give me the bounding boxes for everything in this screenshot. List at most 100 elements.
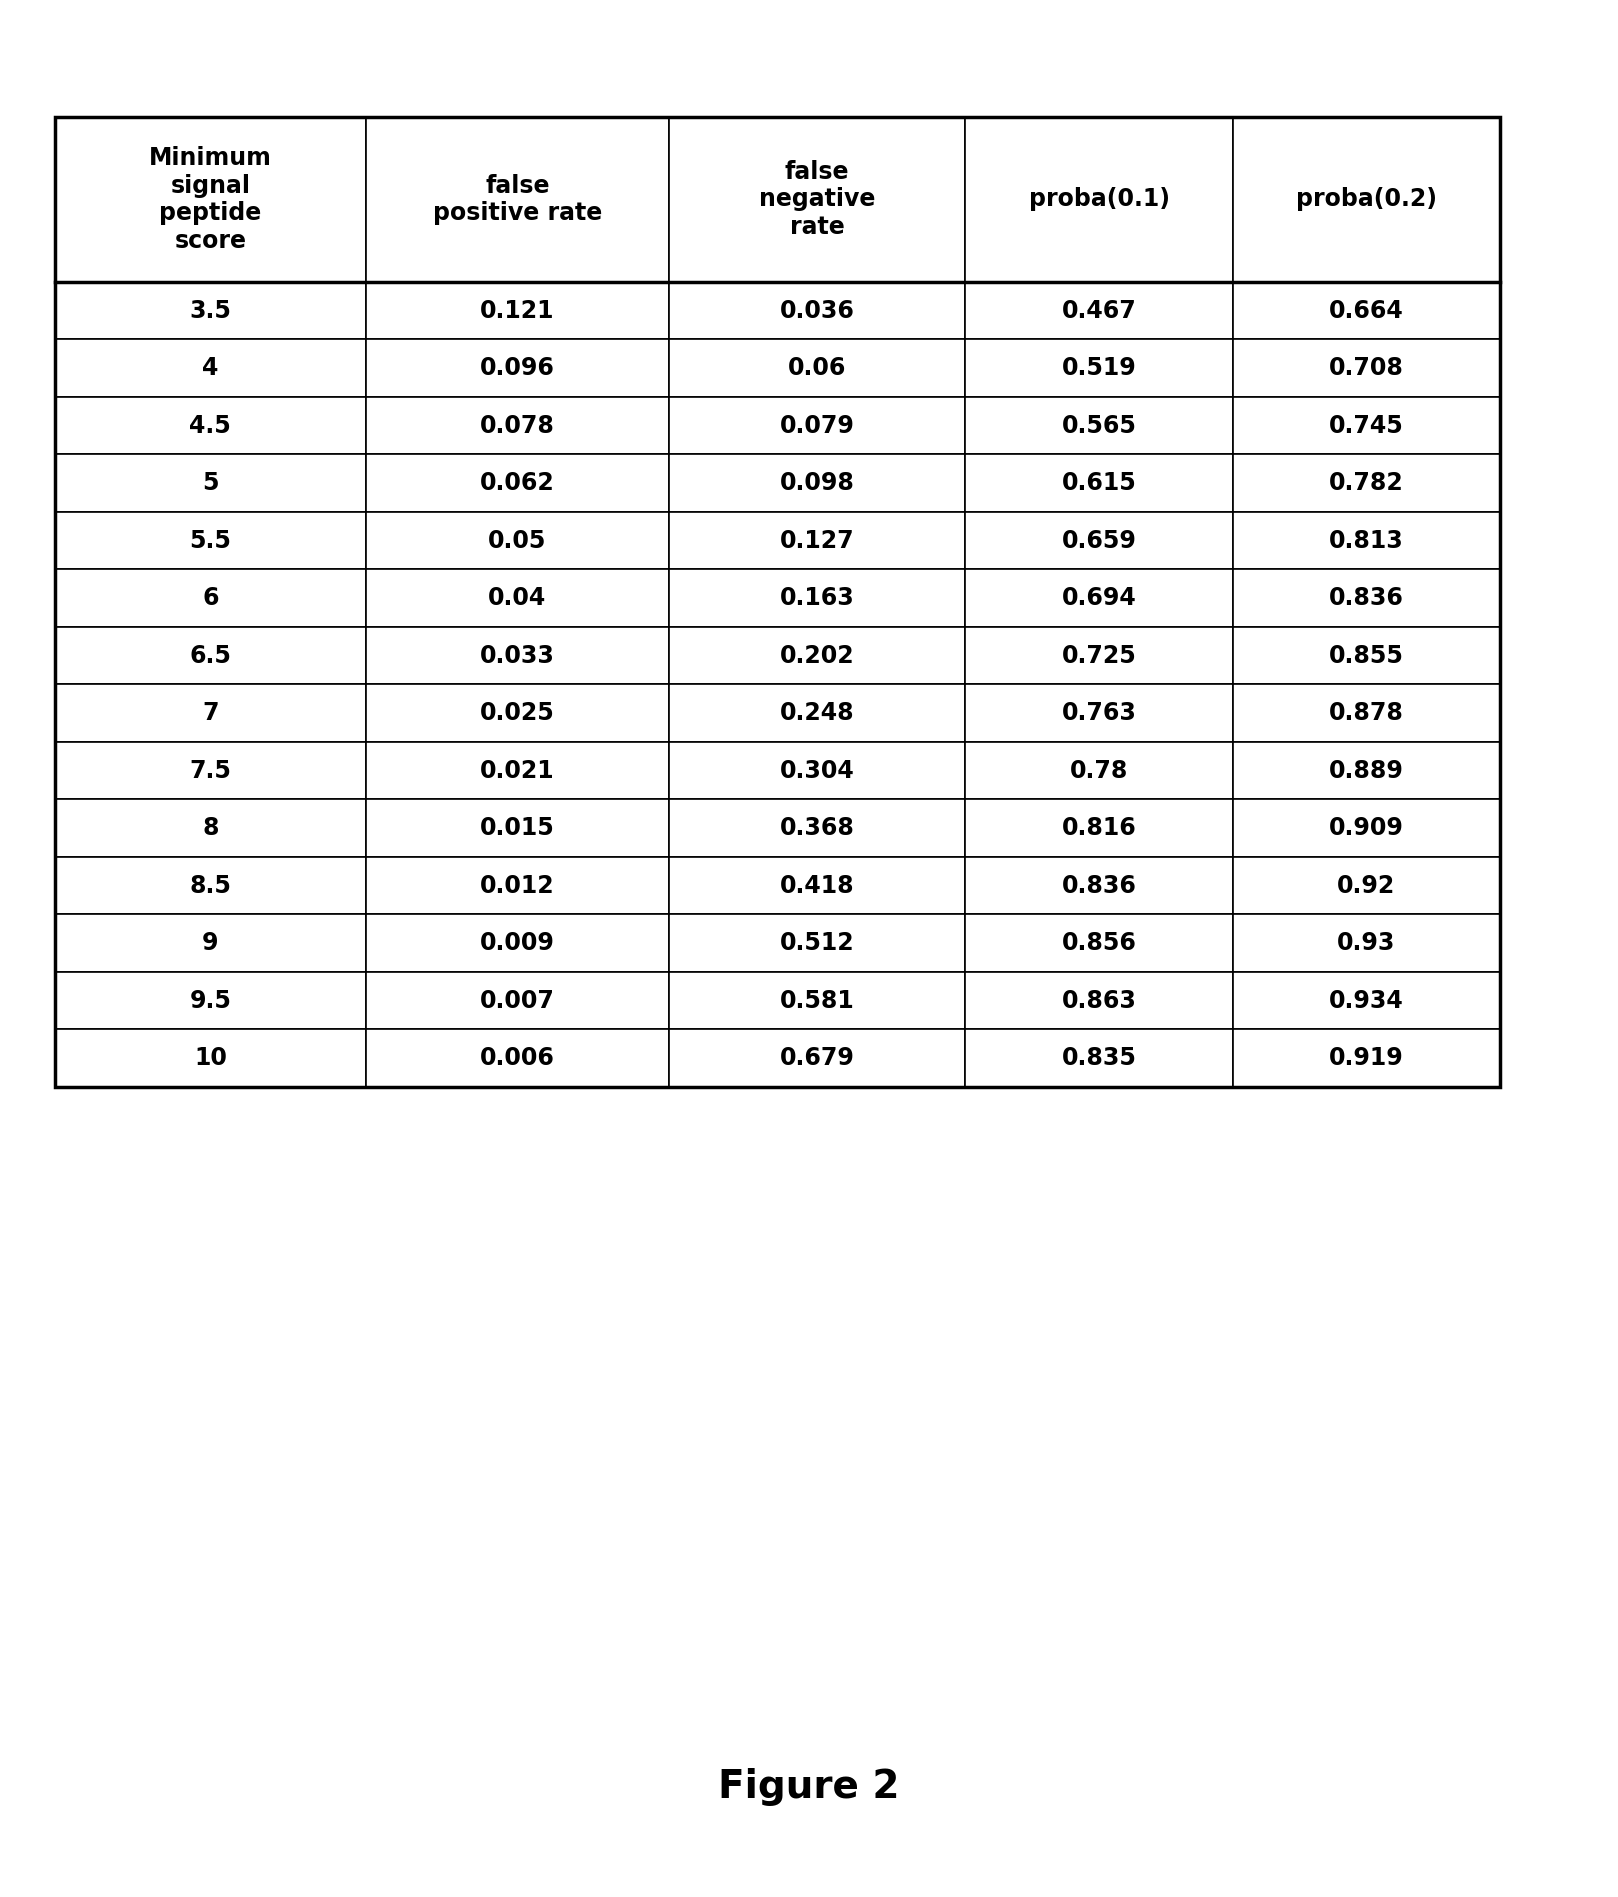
Bar bbox=[966, 455, 1233, 512]
Text: 0.92: 0.92 bbox=[1336, 875, 1395, 897]
Bar bbox=[366, 283, 670, 340]
Text: 3.5: 3.5 bbox=[189, 298, 231, 322]
Bar bbox=[366, 340, 670, 396]
Bar bbox=[55, 340, 366, 396]
Text: 0.127: 0.127 bbox=[780, 529, 854, 552]
Bar bbox=[1233, 396, 1500, 455]
Text: 0.745: 0.745 bbox=[1328, 414, 1404, 438]
Bar bbox=[55, 455, 366, 512]
Text: 0.878: 0.878 bbox=[1328, 702, 1404, 725]
Text: 0.78: 0.78 bbox=[1069, 759, 1128, 783]
Text: 10: 10 bbox=[194, 1047, 227, 1070]
Bar bbox=[966, 1030, 1233, 1087]
Text: 0.816: 0.816 bbox=[1061, 816, 1136, 840]
Text: 0.763: 0.763 bbox=[1061, 702, 1136, 725]
Bar bbox=[366, 857, 670, 914]
Bar bbox=[966, 340, 1233, 396]
Text: 5: 5 bbox=[202, 470, 218, 495]
Bar bbox=[55, 283, 366, 340]
Bar bbox=[55, 569, 366, 628]
Text: 0.934: 0.934 bbox=[1328, 988, 1404, 1013]
Text: 0.512: 0.512 bbox=[780, 931, 854, 956]
Text: 0.909: 0.909 bbox=[1328, 816, 1404, 840]
Bar bbox=[1233, 799, 1500, 857]
Text: 0.565: 0.565 bbox=[1061, 414, 1136, 438]
Bar bbox=[966, 628, 1233, 685]
Bar bbox=[55, 512, 366, 569]
Text: 0.813: 0.813 bbox=[1328, 529, 1404, 552]
Bar bbox=[1233, 971, 1500, 1030]
Bar bbox=[55, 971, 366, 1030]
Bar bbox=[1233, 569, 1500, 628]
Text: 0.121: 0.121 bbox=[481, 298, 555, 322]
Text: false
negative
rate: false negative rate bbox=[759, 159, 875, 239]
Bar bbox=[55, 799, 366, 857]
Bar bbox=[670, 455, 966, 512]
Bar bbox=[1233, 742, 1500, 799]
Bar bbox=[55, 396, 366, 455]
Text: 0.615: 0.615 bbox=[1061, 470, 1136, 495]
Text: 0.015: 0.015 bbox=[481, 816, 555, 840]
Text: 0.836: 0.836 bbox=[1328, 586, 1404, 611]
Bar bbox=[670, 685, 966, 742]
Text: 6: 6 bbox=[202, 586, 218, 611]
Text: 0.202: 0.202 bbox=[780, 643, 854, 668]
Bar bbox=[966, 685, 1233, 742]
Bar bbox=[670, 1030, 966, 1087]
Text: 0.05: 0.05 bbox=[489, 529, 547, 552]
Text: 0.93: 0.93 bbox=[1336, 931, 1395, 956]
Text: 7: 7 bbox=[202, 702, 218, 725]
Text: 0.782: 0.782 bbox=[1328, 470, 1404, 495]
Bar bbox=[55, 628, 366, 685]
Text: 0.519: 0.519 bbox=[1061, 357, 1136, 379]
Text: Minimum
signal
peptide
score: Minimum signal peptide score bbox=[149, 146, 272, 252]
Text: 0.418: 0.418 bbox=[780, 875, 854, 897]
Text: 4: 4 bbox=[202, 357, 218, 379]
Bar bbox=[55, 118, 366, 283]
Text: 0.009: 0.009 bbox=[481, 931, 555, 956]
Text: 4.5: 4.5 bbox=[189, 414, 231, 438]
Bar bbox=[366, 1030, 670, 1087]
Text: 6.5: 6.5 bbox=[189, 643, 231, 668]
Text: 0.694: 0.694 bbox=[1061, 586, 1136, 611]
Bar bbox=[670, 340, 966, 396]
Bar bbox=[1233, 118, 1500, 283]
Bar bbox=[1233, 914, 1500, 971]
Text: 8: 8 bbox=[202, 816, 218, 840]
Text: Figure 2: Figure 2 bbox=[718, 1768, 900, 1806]
Bar bbox=[1233, 340, 1500, 396]
Text: 0.062: 0.062 bbox=[481, 470, 555, 495]
Bar bbox=[1233, 512, 1500, 569]
Bar bbox=[670, 512, 966, 569]
Bar bbox=[366, 742, 670, 799]
Bar bbox=[55, 857, 366, 914]
Bar bbox=[670, 857, 966, 914]
Bar bbox=[1233, 685, 1500, 742]
Bar bbox=[966, 799, 1233, 857]
Bar bbox=[670, 396, 966, 455]
Text: 9.5: 9.5 bbox=[189, 988, 231, 1013]
Text: 0.012: 0.012 bbox=[481, 875, 555, 897]
Bar bbox=[670, 569, 966, 628]
Bar bbox=[366, 628, 670, 685]
Bar bbox=[966, 742, 1233, 799]
Bar bbox=[55, 685, 366, 742]
Bar bbox=[366, 799, 670, 857]
Bar bbox=[966, 512, 1233, 569]
Bar bbox=[670, 914, 966, 971]
Text: 0.007: 0.007 bbox=[481, 988, 555, 1013]
Text: 0.863: 0.863 bbox=[1061, 988, 1136, 1013]
Bar bbox=[1233, 1030, 1500, 1087]
Bar bbox=[366, 914, 670, 971]
Bar bbox=[966, 396, 1233, 455]
Text: 8.5: 8.5 bbox=[189, 875, 231, 897]
Bar bbox=[966, 971, 1233, 1030]
Text: 0.659: 0.659 bbox=[1061, 529, 1136, 552]
Bar bbox=[966, 118, 1233, 283]
Bar bbox=[966, 283, 1233, 340]
Text: 0.835: 0.835 bbox=[1061, 1047, 1136, 1070]
Text: 0.036: 0.036 bbox=[780, 298, 854, 322]
Bar bbox=[966, 569, 1233, 628]
Bar bbox=[670, 742, 966, 799]
Bar bbox=[366, 685, 670, 742]
